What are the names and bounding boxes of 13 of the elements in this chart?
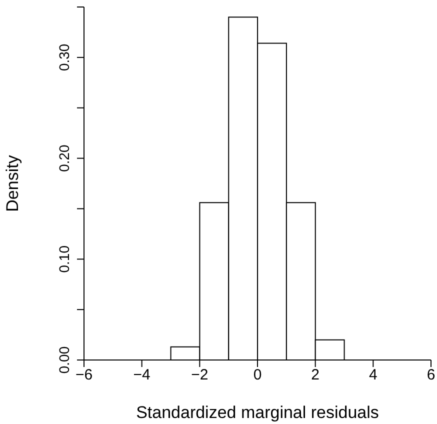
- x-tick-label: 6: [426, 366, 436, 384]
- x-tick-label: −6: [75, 366, 93, 384]
- x-tick-label: 4: [368, 366, 378, 384]
- x-tick-label: −2: [191, 366, 208, 384]
- y-tick-label: 0.10: [56, 245, 72, 273]
- y-tick-label: 0.00: [56, 346, 72, 374]
- x-axis-title: Standardized marginal residuals: [136, 403, 379, 422]
- y-axis-title: Density: [3, 154, 22, 212]
- x-tick-label: −4: [133, 366, 150, 384]
- y-tick-label: 0.20: [56, 144, 72, 172]
- x-tick-label: 0: [253, 366, 262, 384]
- x-tick-label: 2: [311, 366, 320, 384]
- y-tick-label: 0.30: [56, 44, 72, 72]
